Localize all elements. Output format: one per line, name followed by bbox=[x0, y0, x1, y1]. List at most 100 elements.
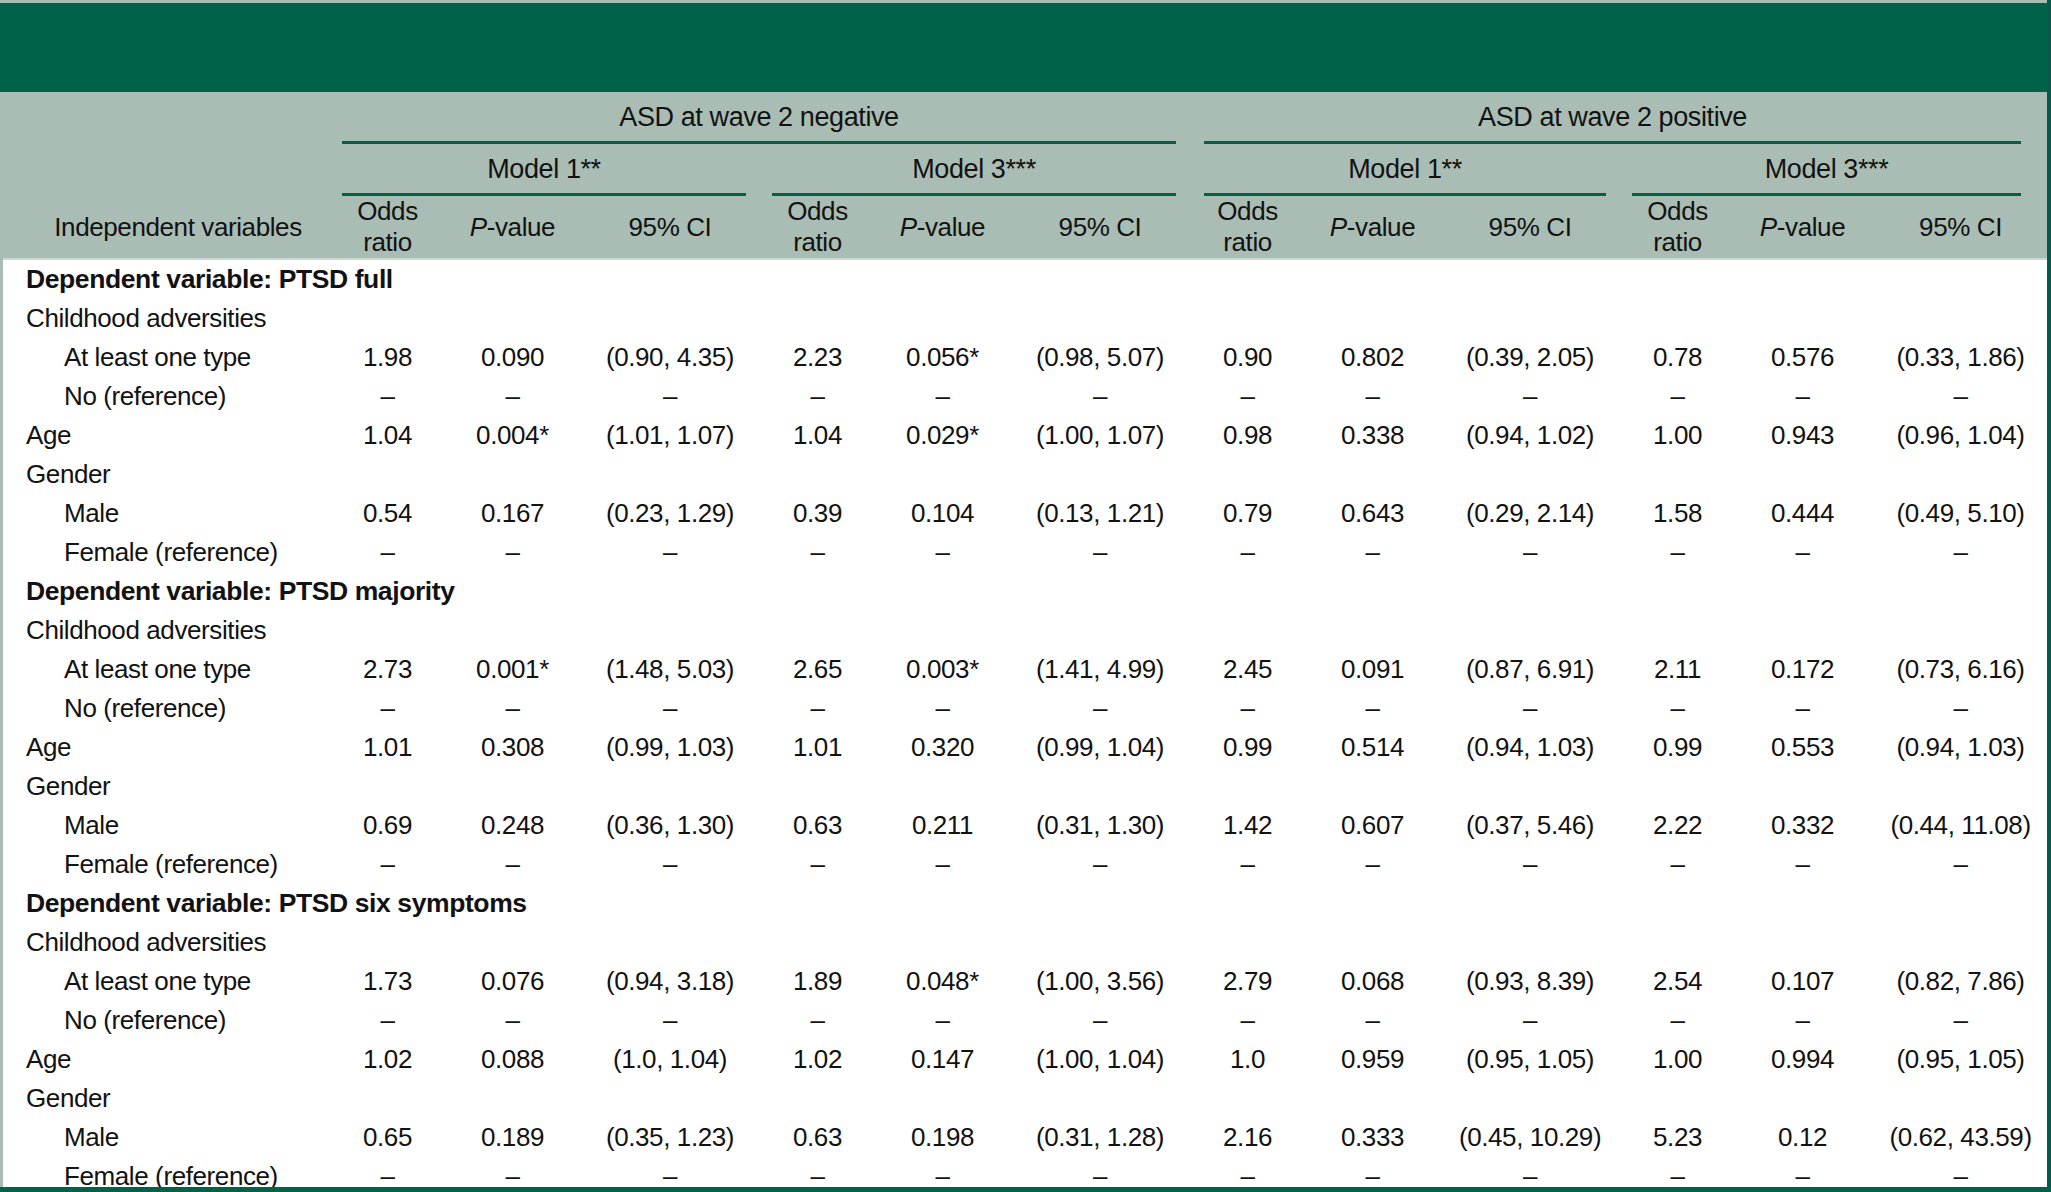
row-label: No (reference) bbox=[0, 1001, 330, 1040]
cell-value: 1.01 bbox=[760, 728, 875, 767]
table-row: Age1.020.088(1.0, 1.04)1.020.147(1.00, 1… bbox=[0, 1040, 2051, 1079]
cell-value: (1.00, 1.04) bbox=[1010, 1040, 1190, 1079]
cell-value: 1.89 bbox=[760, 962, 875, 1001]
cell-value: (1.41, 4.99) bbox=[1010, 650, 1190, 689]
model-header: Model 3*** bbox=[760, 144, 1190, 196]
cell-value: – bbox=[1305, 845, 1440, 884]
model-header: Model 3*** bbox=[1620, 144, 2051, 196]
cell-value: 2.73 bbox=[330, 650, 445, 689]
column-group-header: ASD at wave 2 negative bbox=[330, 92, 1190, 144]
cell-value: (0.96, 1.04) bbox=[1870, 416, 2051, 455]
cell-value: 5.23 bbox=[1620, 1118, 1735, 1157]
column-group-header: ASD at wave 2 positive bbox=[1190, 92, 2051, 144]
cell-value: (0.93, 8.39) bbox=[1440, 962, 1620, 1001]
cell-value: – bbox=[580, 845, 760, 884]
section-header: Dependent variable: PTSD six symptoms bbox=[0, 884, 2051, 923]
cell-value: 0.338 bbox=[1305, 416, 1440, 455]
cell-value: 1.0 bbox=[1190, 1040, 1305, 1079]
bottom-border-line bbox=[0, 1187, 2051, 1192]
cell-value: – bbox=[760, 1001, 875, 1040]
cell-value: 0.994 bbox=[1735, 1040, 1870, 1079]
cell-value: 2.23 bbox=[760, 338, 875, 377]
cell-value: – bbox=[1190, 1001, 1305, 1040]
cell-value: (0.39, 2.05) bbox=[1440, 338, 1620, 377]
table-row: Female (reference)–––––––––––– bbox=[0, 845, 2051, 884]
cell-value: (1.00, 3.56) bbox=[1010, 962, 1190, 1001]
cell-value: – bbox=[760, 845, 875, 884]
model-row: Model 1**Model 3***Model 1**Model 3*** bbox=[0, 144, 2051, 196]
table-body: Dependent variable: PTSD fullChildhood a… bbox=[0, 259, 2051, 1192]
table-row: At least one type1.730.076(0.94, 3.18)1.… bbox=[0, 962, 2051, 1001]
subgroup-label: Childhood adversities bbox=[0, 611, 2051, 650]
cell-value: – bbox=[580, 689, 760, 728]
cell-value: (0.99, 1.03) bbox=[580, 728, 760, 767]
cell-value: – bbox=[580, 377, 760, 416]
cell-value: – bbox=[1620, 1001, 1735, 1040]
column-header: P-value bbox=[445, 196, 580, 259]
cell-value: (0.31, 1.28) bbox=[1010, 1118, 1190, 1157]
column-group-label: ASD at wave 2 positive bbox=[1204, 102, 2021, 144]
cell-value: (0.95, 1.05) bbox=[1870, 1040, 2051, 1079]
cell-value: – bbox=[1735, 845, 1870, 884]
row-label: At least one type bbox=[0, 962, 330, 1001]
subgroup-label: Childhood adversities bbox=[0, 299, 2051, 338]
cell-value: 0.63 bbox=[760, 1118, 875, 1157]
cell-value: 0.107 bbox=[1735, 962, 1870, 1001]
cell-value: (0.44, 11.08) bbox=[1870, 806, 2051, 845]
cell-value: 2.45 bbox=[1190, 650, 1305, 689]
cell-value: – bbox=[760, 377, 875, 416]
cell-value: 0.088 bbox=[445, 1040, 580, 1079]
model-header: Model 1** bbox=[330, 144, 760, 196]
cell-value: (0.82, 7.86) bbox=[1870, 962, 2051, 1001]
model-header: Model 1** bbox=[1190, 144, 1620, 196]
cell-value: – bbox=[1870, 377, 2051, 416]
cell-value: 0.076 bbox=[445, 962, 580, 1001]
cell-value: 0.99 bbox=[1190, 728, 1305, 767]
cell-value: 0.959 bbox=[1305, 1040, 1440, 1079]
cell-value: 0.090 bbox=[445, 338, 580, 377]
column-header: 95% CI bbox=[1440, 196, 1620, 259]
table-row: Gender bbox=[0, 767, 2051, 806]
cell-value: (0.94, 3.18) bbox=[580, 962, 760, 1001]
cell-value: (0.62, 43.59) bbox=[1870, 1118, 2051, 1157]
cell-value: 0.248 bbox=[445, 806, 580, 845]
cell-value: 0.98 bbox=[1190, 416, 1305, 455]
cell-value: 1.00 bbox=[1620, 416, 1735, 455]
subgroup-label: Gender bbox=[0, 455, 2051, 494]
cell-value: 0.90 bbox=[1190, 338, 1305, 377]
cell-value: 0.514 bbox=[1305, 728, 1440, 767]
cell-value: (0.94, 1.02) bbox=[1440, 416, 1620, 455]
cell-value: – bbox=[1735, 377, 1870, 416]
cell-value: – bbox=[1010, 689, 1190, 728]
cell-value: 1.58 bbox=[1620, 494, 1735, 533]
table-row: Age1.040.004*(1.01, 1.07)1.040.029*(1.00… bbox=[0, 416, 2051, 455]
table-row: Female (reference)–––––––––––– bbox=[0, 533, 2051, 572]
cell-value: – bbox=[875, 533, 1010, 572]
stub-spacer bbox=[0, 144, 330, 196]
cell-value: – bbox=[1010, 845, 1190, 884]
colhead-row: Independent variablesOdds ratioP-value95… bbox=[0, 196, 2051, 259]
cell-value: – bbox=[330, 845, 445, 884]
cell-value: 0.172 bbox=[1735, 650, 1870, 689]
model-label: Model 1** bbox=[342, 154, 746, 196]
cell-value: 2.22 bbox=[1620, 806, 1735, 845]
stub-spacer bbox=[0, 92, 330, 144]
subgroup-label: Childhood adversities bbox=[0, 923, 2051, 962]
cell-value: – bbox=[445, 377, 580, 416]
cell-value: – bbox=[1870, 1001, 2051, 1040]
cell-value: 0.65 bbox=[330, 1118, 445, 1157]
cell-value: 0.607 bbox=[1305, 806, 1440, 845]
cell-value: – bbox=[1440, 533, 1620, 572]
cell-value: 1.04 bbox=[760, 416, 875, 455]
cell-value: 2.54 bbox=[1620, 962, 1735, 1001]
cell-value: – bbox=[760, 689, 875, 728]
cell-value: 0.091 bbox=[1305, 650, 1440, 689]
subgroup-label: Gender bbox=[0, 767, 2051, 806]
cell-value: – bbox=[1620, 845, 1735, 884]
cell-value: 0.198 bbox=[875, 1118, 1010, 1157]
cell-value: – bbox=[445, 1001, 580, 1040]
cell-value: – bbox=[875, 377, 1010, 416]
table-row: Dependent variable: PTSD full bbox=[0, 259, 2051, 299]
cell-value: – bbox=[1870, 533, 2051, 572]
cell-value: (0.87, 6.91) bbox=[1440, 650, 1620, 689]
